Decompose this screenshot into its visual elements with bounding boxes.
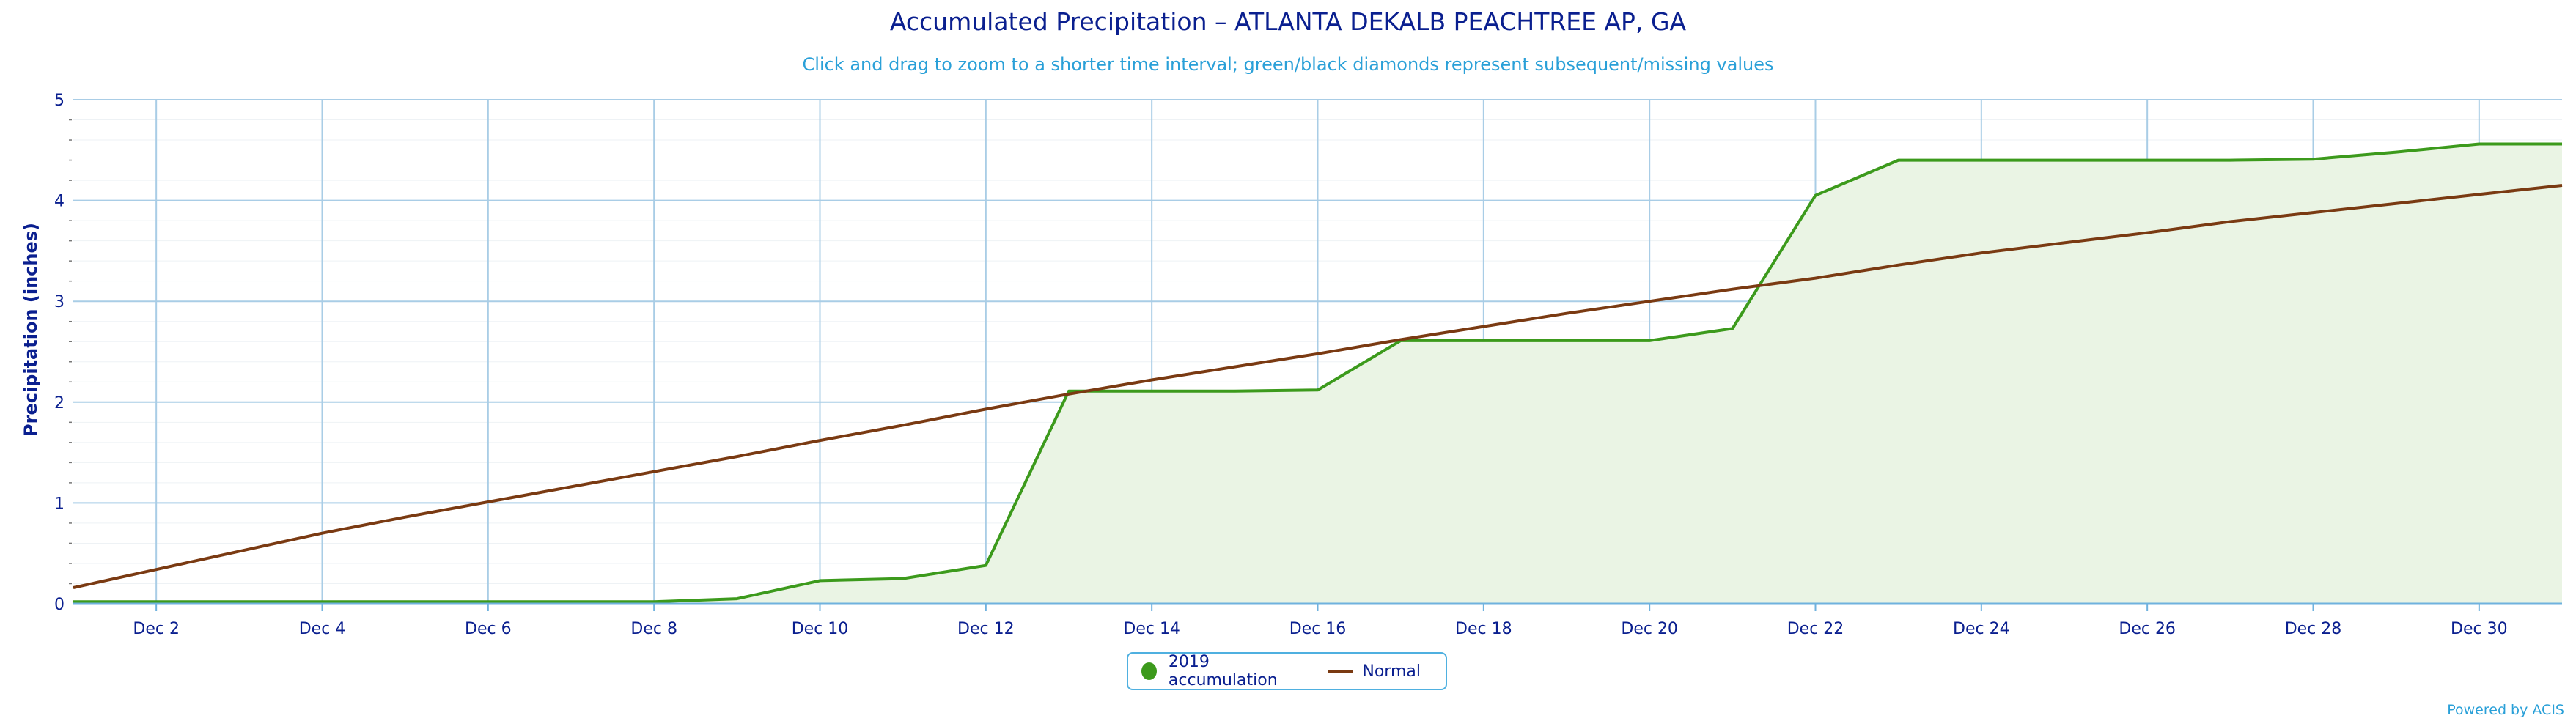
series-line-normal bbox=[73, 184, 2563, 589]
data-point bbox=[2561, 142, 2564, 145]
data-point bbox=[1482, 339, 1485, 342]
data-point bbox=[2478, 193, 2481, 196]
x-tick-label: Dec 12 bbox=[957, 620, 1015, 638]
line-layer bbox=[72, 142, 2564, 604]
data-point bbox=[652, 470, 655, 473]
data-point bbox=[1150, 378, 1153, 381]
data-point bbox=[238, 550, 240, 552]
data-point bbox=[1316, 388, 1319, 391]
data-point bbox=[2063, 241, 2066, 244]
y-tick-label: 3 bbox=[54, 293, 65, 311]
data-point bbox=[818, 439, 821, 442]
x-tick-label: Dec 2 bbox=[133, 620, 180, 638]
data-point bbox=[1067, 389, 1070, 392]
data-point bbox=[1316, 352, 1319, 355]
data-point bbox=[2146, 231, 2149, 234]
data-point bbox=[320, 531, 323, 534]
x-tick-label: Dec 18 bbox=[1455, 620, 1512, 638]
credit-link[interactable]: Powered by ACIS bbox=[2447, 702, 2564, 718]
data-point bbox=[1980, 251, 1983, 254]
data-point bbox=[1896, 158, 1899, 161]
data-point bbox=[1565, 339, 1568, 342]
legend-item-normal[interactable]: Normal bbox=[1328, 662, 1421, 681]
data-point bbox=[1565, 312, 1568, 315]
y-tick-label: 5 bbox=[54, 92, 65, 110]
x-tick-label: Dec 8 bbox=[630, 620, 677, 638]
data-point bbox=[1648, 300, 1651, 303]
data-point bbox=[2394, 202, 2397, 205]
legend-marker-circle-icon bbox=[1141, 662, 1157, 680]
x-tick-label: Dec 22 bbox=[1787, 620, 1844, 638]
data-point bbox=[1150, 389, 1153, 392]
data-point bbox=[735, 455, 738, 458]
data-point bbox=[2229, 158, 2231, 161]
data-point bbox=[2229, 220, 2231, 223]
data-point bbox=[1814, 276, 1817, 279]
data-point bbox=[1896, 263, 1899, 266]
y-axis-label: Precipitation (inches) bbox=[21, 223, 41, 437]
data-point bbox=[2561, 184, 2564, 187]
chart-subtitle: Click and drag to zoom to a shorter time… bbox=[802, 54, 1774, 75]
data-point bbox=[901, 577, 904, 580]
x-tick-label: Dec 4 bbox=[299, 620, 346, 638]
axis-layer: 0 1 2 3 4 5 Dec 2 Dec 4 Dec 6 Dec 8 Dec 10 Dec 12 De… bbox=[54, 92, 2562, 638]
data-point bbox=[1731, 287, 1734, 290]
legend-label-accumulation: 2019 accumulation bbox=[1168, 653, 1278, 689]
series-line-accumulation bbox=[73, 142, 2562, 604]
data-point bbox=[487, 500, 490, 503]
data-point bbox=[818, 579, 821, 582]
data-point bbox=[403, 515, 406, 518]
data-point bbox=[570, 485, 573, 488]
data-point bbox=[1482, 325, 1485, 328]
legend-item-accumulation[interactable]: 2019 accumulation bbox=[1141, 653, 1303, 689]
data-point bbox=[1233, 389, 1236, 392]
x-tick-label: Dec 10 bbox=[792, 620, 849, 638]
data-point bbox=[1067, 393, 1070, 396]
chart-title: Accumulated Precipitation – ATLANTA DEKA… bbox=[889, 7, 1687, 36]
data-point bbox=[985, 407, 987, 410]
x-tick-label: Dec 28 bbox=[2285, 620, 2342, 638]
data-point bbox=[1980, 158, 1983, 161]
data-point bbox=[2394, 150, 2397, 153]
data-point bbox=[1731, 327, 1734, 330]
x-tick-label: Dec 14 bbox=[1123, 620, 1180, 638]
data-point bbox=[2146, 158, 2149, 161]
data-point bbox=[1648, 339, 1651, 342]
data-point bbox=[901, 424, 904, 426]
data-point bbox=[2063, 158, 2066, 161]
x-tick-label: Dec 30 bbox=[2451, 620, 2508, 638]
x-tick-label: Dec 20 bbox=[1621, 620, 1678, 638]
x-tick-label: Dec 16 bbox=[1289, 620, 1347, 638]
data-point bbox=[1814, 194, 1817, 197]
x-tick-label: Dec 26 bbox=[2119, 620, 2176, 638]
data-point bbox=[2311, 211, 2314, 214]
x-tick-label: Dec 6 bbox=[465, 620, 512, 638]
legend: 2019 accumulation Normal bbox=[1127, 652, 1447, 690]
legend-marker-line-icon bbox=[1328, 670, 1354, 673]
data-point bbox=[985, 564, 987, 567]
data-point bbox=[72, 586, 75, 589]
legend-label-normal: Normal bbox=[1362, 662, 1421, 681]
x-tick-label: Dec 24 bbox=[1953, 620, 2010, 638]
data-point bbox=[2478, 142, 2481, 145]
data-point bbox=[2311, 158, 2314, 160]
y-tick-label: 0 bbox=[54, 596, 65, 614]
data-point bbox=[1399, 338, 1402, 341]
data-point bbox=[1233, 365, 1236, 368]
y-tick-label: 1 bbox=[54, 495, 65, 513]
y-tick-label: 2 bbox=[54, 394, 65, 413]
data-point bbox=[735, 597, 738, 600]
data-point bbox=[155, 568, 158, 571]
y-tick-label: 4 bbox=[54, 193, 65, 211]
